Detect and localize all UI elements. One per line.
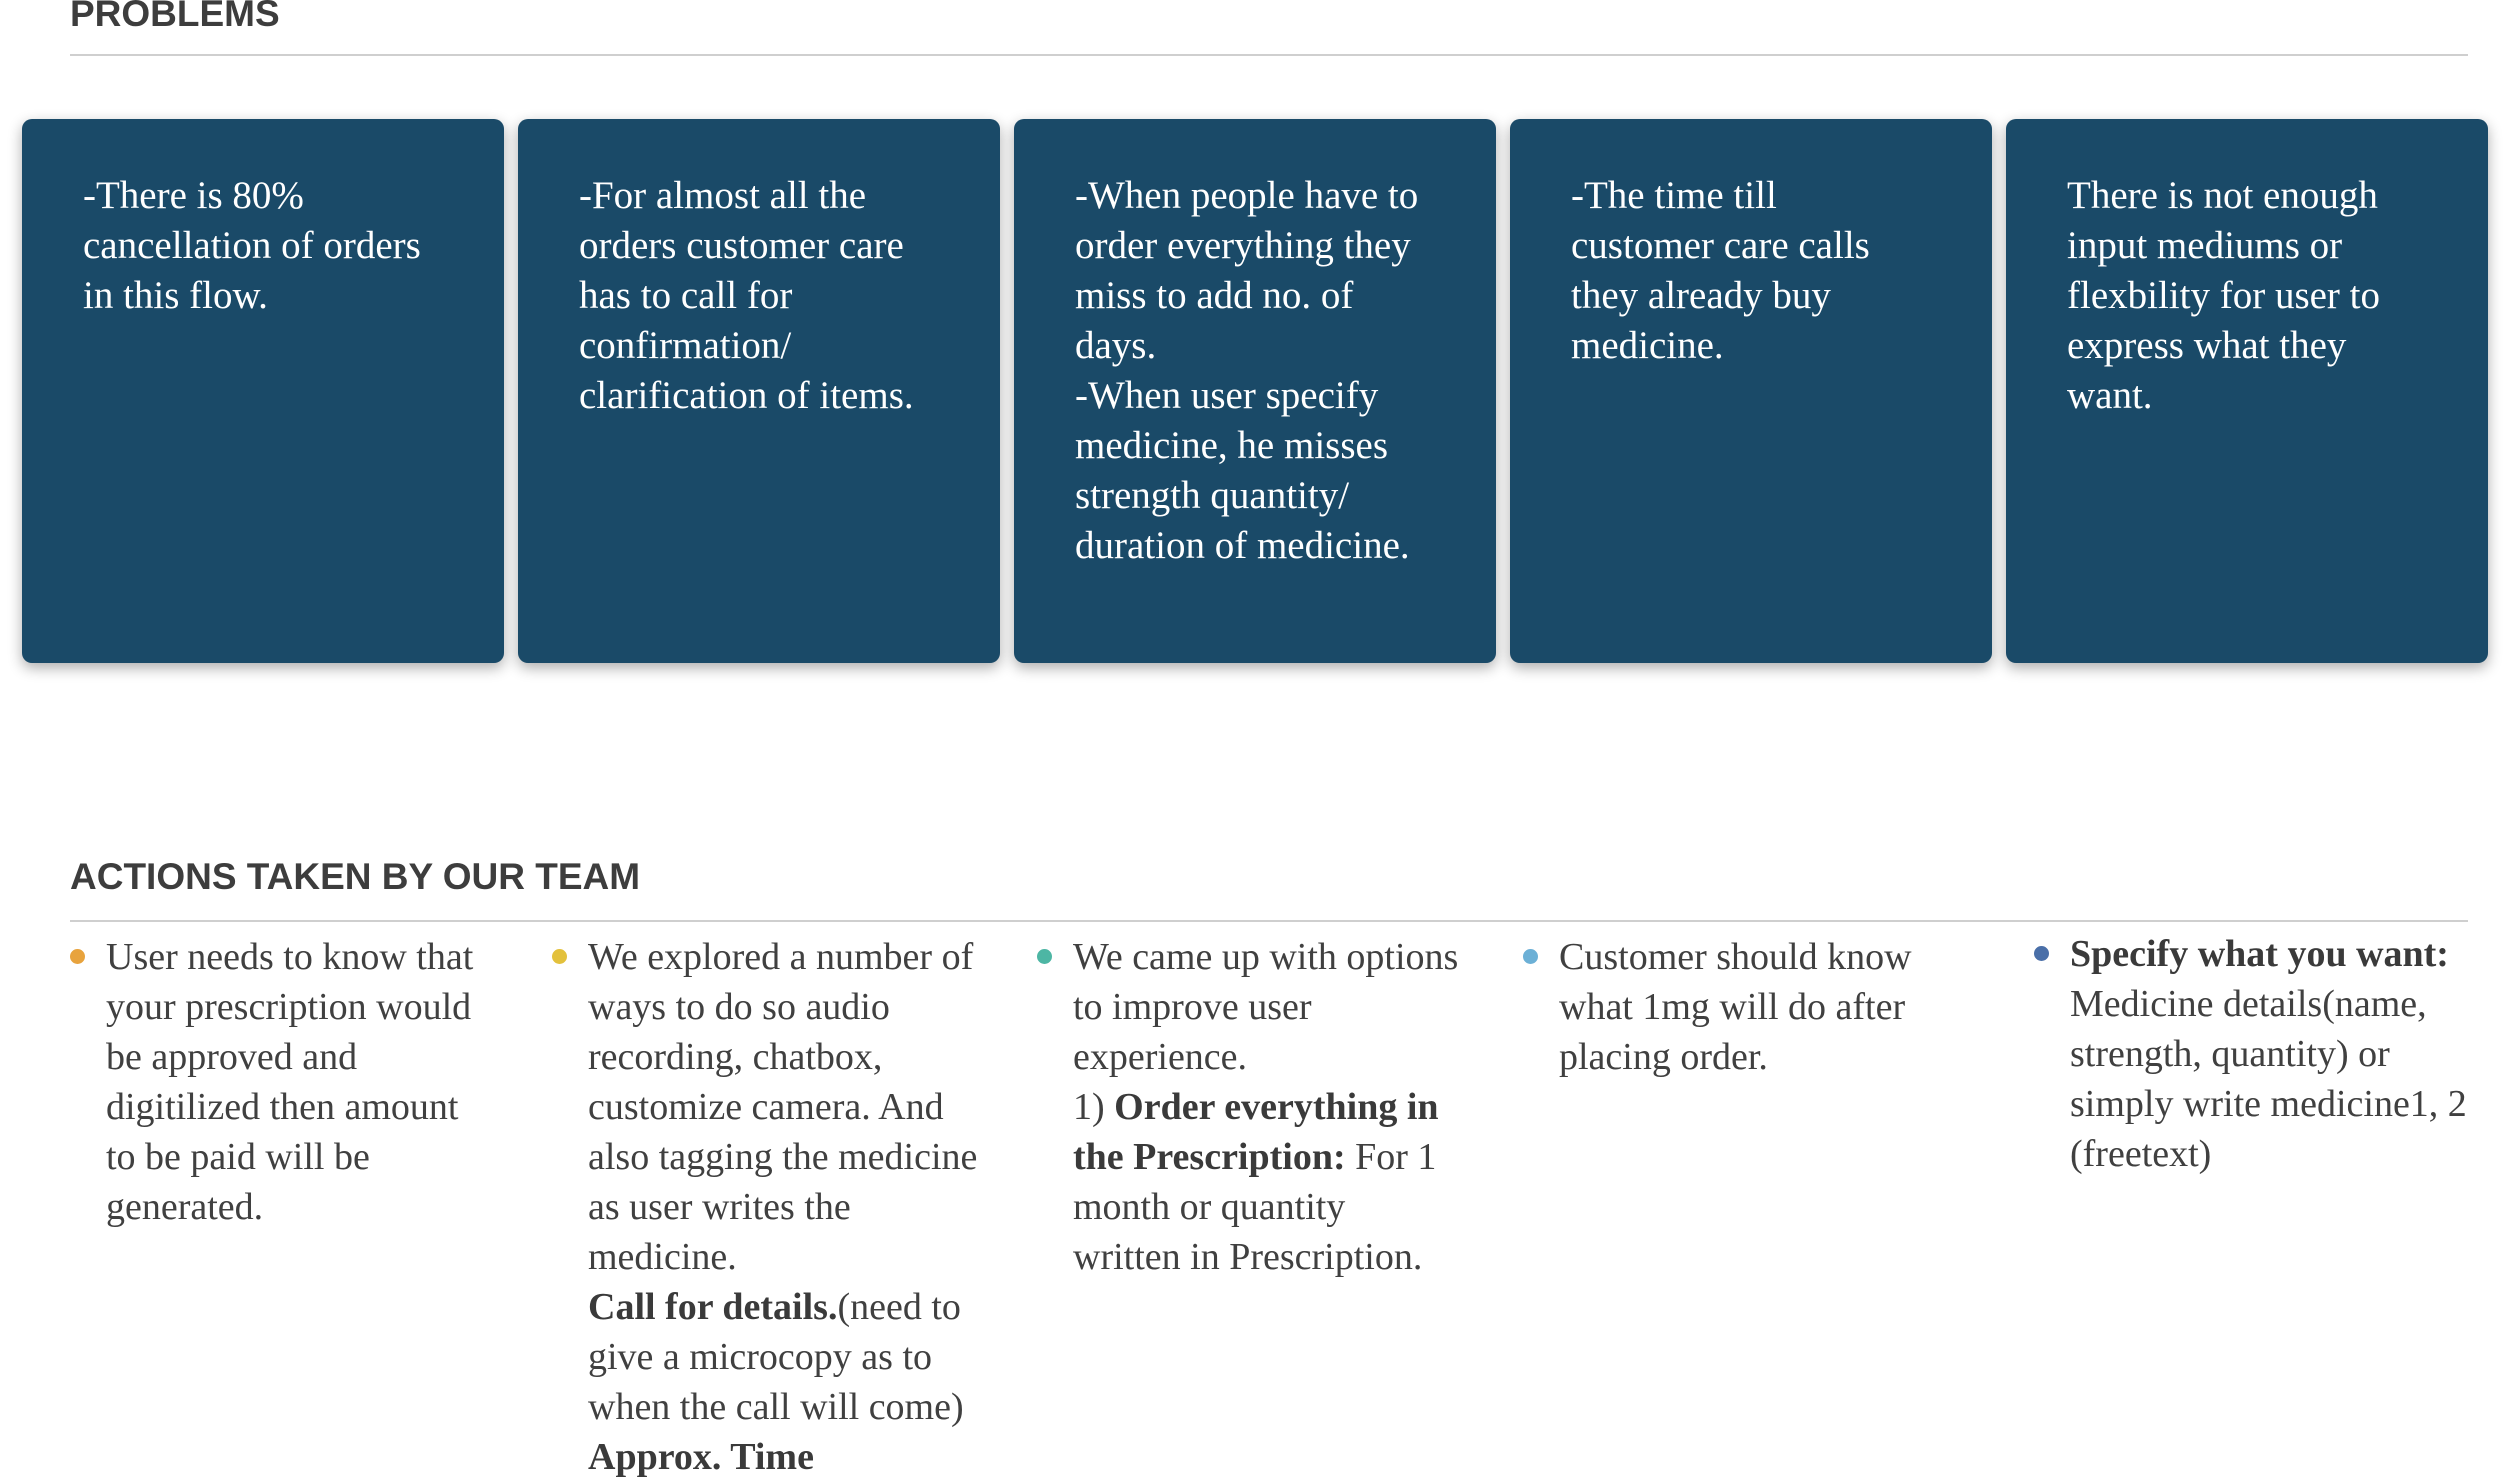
problems-divider xyxy=(70,54,2468,56)
problems-heading: PROBLEMS xyxy=(70,0,280,34)
action-item-2: We explored a number of ways to do so au… xyxy=(552,932,1022,1478)
problem-card-1: -There is 80% cancellation of orders in … xyxy=(22,119,504,663)
actions-heading: ACTIONS TAKEN BY OUR TEAM xyxy=(70,856,641,897)
bullet-dot xyxy=(1523,949,1538,964)
action-text: User needs to know that your prescriptio… xyxy=(106,936,474,1228)
action-text-part: Medicine details(name, strength, quantit… xyxy=(2070,983,2467,1175)
problem-card-2: -For almost all the orders customer care… xyxy=(518,119,1000,663)
actions-divider xyxy=(70,920,2468,922)
problem-card-text: -The time till customer care calls they … xyxy=(1571,174,1870,367)
action-text: Specify what you want: Medicine details(… xyxy=(2070,929,2504,1179)
action-bold-part: Specify what you want: xyxy=(2070,933,2449,975)
bullet-dot xyxy=(552,949,567,964)
action-item-1: User needs to know that your prescriptio… xyxy=(70,932,510,1232)
problem-card-text: -When people have to order everything th… xyxy=(1075,174,1419,567)
problem-card-text: -For almost all the orders customer care… xyxy=(579,174,914,417)
problem-card-4: -The time till customer care calls they … xyxy=(1510,119,1992,663)
action-bold-part: Order everything in the Prescription: xyxy=(1073,1086,1439,1178)
bullet-dot xyxy=(1037,949,1052,964)
action-item-4: Customer should know what 1mg will do af… xyxy=(1523,932,1963,1082)
action-text-part: For 1 month or quantity written in Presc… xyxy=(1073,1136,1437,1278)
action-text: We explored a number of ways to do so au… xyxy=(588,932,1022,1478)
bullet-dot xyxy=(70,949,85,964)
action-text-part: We came up with options to improve user … xyxy=(1073,936,1459,1128)
action-item-3: We came up with options to improve user … xyxy=(1037,932,1507,1282)
action-item-5: Specify what you want: Medicine details(… xyxy=(2034,929,2504,1179)
action-text-part: (need to give a microcopy as to when the… xyxy=(588,1286,964,1428)
problem-card-5: There is not enough input mediums or fle… xyxy=(2006,119,2488,663)
action-bold-part: Approx. Time xyxy=(588,1436,814,1478)
action-text: We came up with options to improve user … xyxy=(1073,932,1507,1282)
problem-card-text: -There is 80% cancellation of orders in … xyxy=(83,174,421,317)
action-bold-part: Call for details. xyxy=(588,1286,838,1328)
problem-card-text: There is not enough input mediums or fle… xyxy=(2067,174,2381,417)
problem-card-3: -When people have to order everything th… xyxy=(1014,119,1496,663)
bullet-dot xyxy=(2034,946,2049,961)
action-text-part: We explored a number of ways to do so au… xyxy=(588,936,978,1278)
action-text: Customer should know what 1mg will do af… xyxy=(1559,936,1912,1078)
